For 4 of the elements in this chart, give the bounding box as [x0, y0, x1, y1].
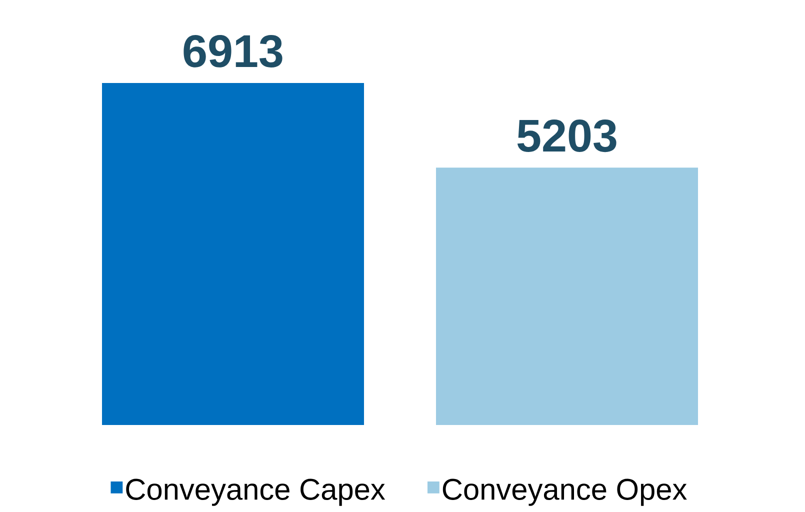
data-label: 6913 — [184, 34, 282, 68]
data-label: 5203 — [517, 120, 616, 152]
legend-label: Conveyance Opex — [442, 478, 687, 506]
legend-label: Conveyance Capex — [126, 478, 386, 506]
